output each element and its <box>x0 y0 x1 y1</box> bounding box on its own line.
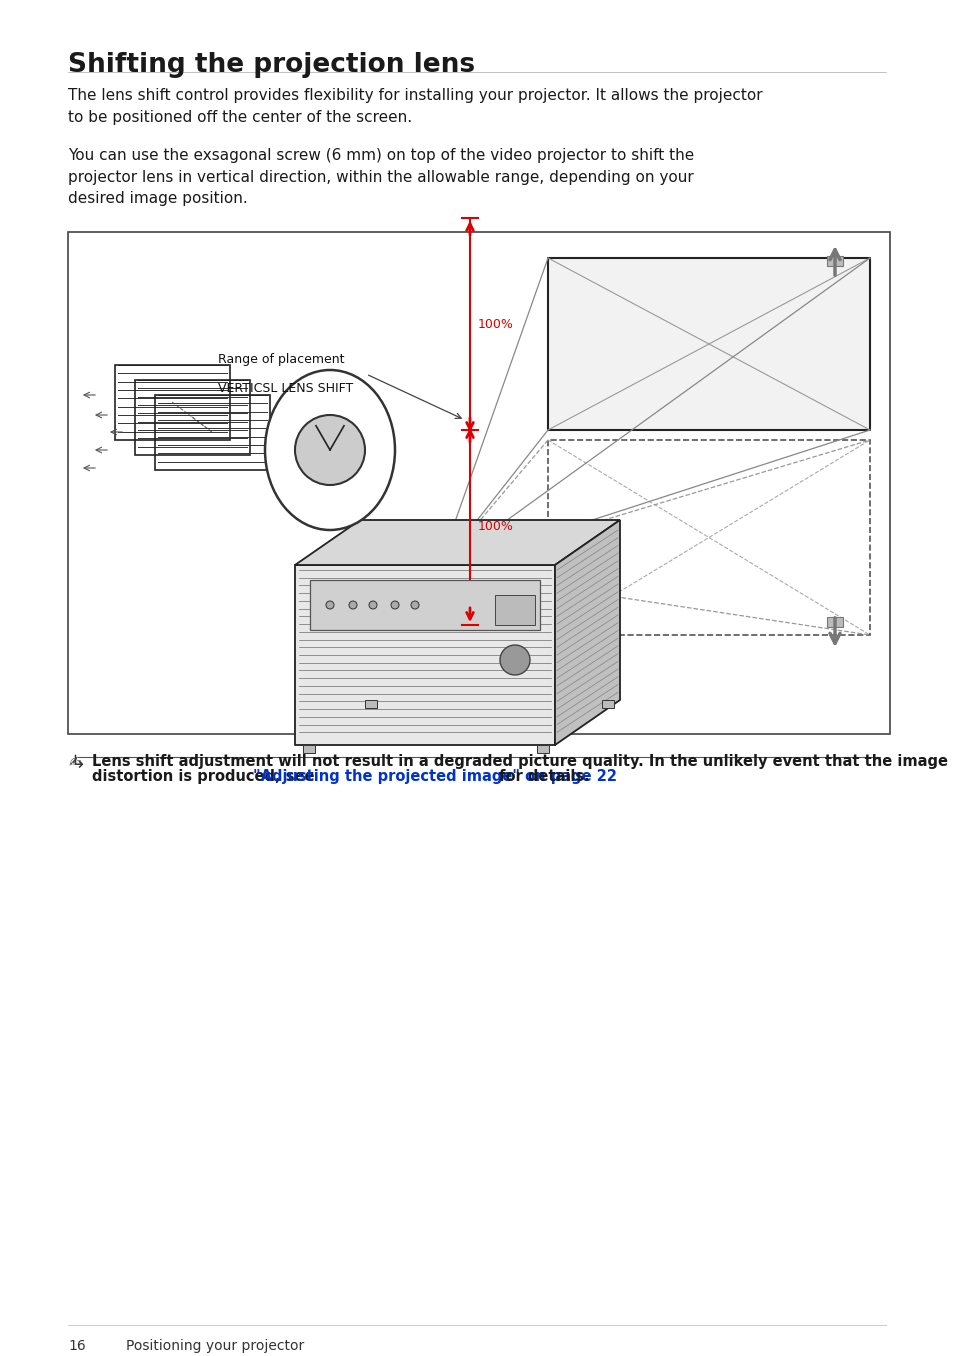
Bar <box>303 744 314 753</box>
Bar <box>495 595 535 625</box>
Text: for details.: for details. <box>494 769 590 784</box>
Bar <box>154 395 270 471</box>
Text: ↳: ↳ <box>70 754 85 772</box>
Bar <box>365 700 376 708</box>
Text: 16: 16 <box>68 1338 86 1353</box>
Polygon shape <box>555 519 619 744</box>
Bar <box>115 365 230 439</box>
Bar <box>135 380 250 456</box>
Text: The lens shift control provides flexibility for installing your projector. It al: The lens shift control provides flexibil… <box>68 88 761 125</box>
Circle shape <box>391 601 398 609</box>
Text: You can use the exsagonal screw (6 mm) on top of the video projector to shift th: You can use the exsagonal screw (6 mm) o… <box>68 148 694 206</box>
Polygon shape <box>294 519 619 565</box>
Text: 100%: 100% <box>477 317 514 331</box>
Bar <box>310 580 539 631</box>
Text: Positioning your projector: Positioning your projector <box>126 1338 304 1353</box>
Ellipse shape <box>265 370 395 530</box>
Bar <box>547 258 869 430</box>
Bar <box>601 700 614 708</box>
Text: 100%: 100% <box>477 521 514 533</box>
Circle shape <box>294 415 365 485</box>
Text: Shifting the projection lens: Shifting the projection lens <box>68 52 475 79</box>
Text: ✍: ✍ <box>69 754 82 769</box>
Text: VERTICSL LENS SHIFT: VERTICSL LENS SHIFT <box>218 381 353 395</box>
Text: "Adjusting the projected image" on page 22: "Adjusting the projected image" on page … <box>253 769 617 784</box>
Circle shape <box>326 601 334 609</box>
Bar <box>537 744 548 753</box>
Bar <box>826 256 842 266</box>
Circle shape <box>411 601 418 609</box>
Bar <box>826 617 842 626</box>
Text: distortion is produced, see: distortion is produced, see <box>91 769 319 784</box>
Bar <box>68 232 889 734</box>
Circle shape <box>369 601 376 609</box>
Circle shape <box>349 601 356 609</box>
Text: Lens shift adjustment will not result in a degraded picture quality. In the unli: Lens shift adjustment will not result in… <box>91 754 947 769</box>
Bar <box>294 565 555 744</box>
Text: Range of placement: Range of placement <box>218 354 344 366</box>
Bar <box>547 439 869 635</box>
Circle shape <box>499 645 530 675</box>
